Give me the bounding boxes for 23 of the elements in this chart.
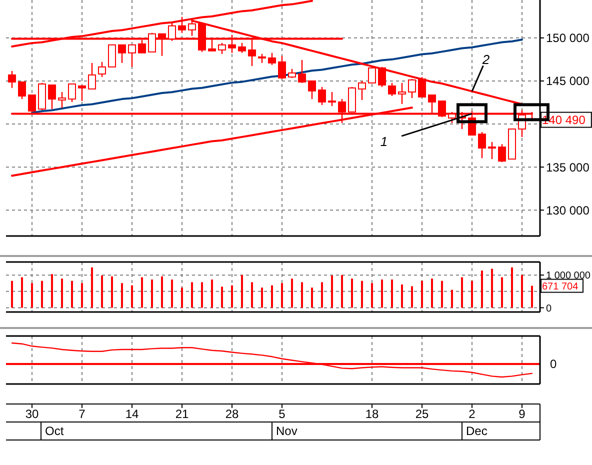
x-tick-label: 18 (365, 407, 379, 422)
text: Oct (45, 424, 64, 438)
y-tick-label: 150 000 (546, 31, 590, 46)
x-tick-label: 14 (125, 407, 139, 422)
x-tick-label: 28 (225, 407, 239, 422)
x-tick-label: 30 (25, 407, 39, 422)
text: Dec (466, 424, 488, 438)
text: Nov (276, 424, 298, 438)
annotation: 2 (481, 52, 490, 67)
x-tick-label: 5 (278, 407, 286, 422)
y-tick-label: 145 000 (546, 74, 590, 88)
y-tick-label: 1 000 000 (546, 270, 591, 282)
y-tick-label: 130 000 (546, 203, 590, 218)
x-tick-label: 25 (415, 407, 429, 422)
x-tick-label: 21 (175, 407, 189, 422)
x-tick-label: 9 (518, 407, 526, 422)
annotation: 1 (380, 134, 388, 150)
text: 140 490 (542, 113, 586, 128)
y-tick-label: 135 000 (546, 160, 590, 174)
x-tick-label: 2 (468, 407, 476, 422)
y-tick-label: 0 (546, 303, 552, 314)
annotation: 671 704 (542, 281, 579, 292)
x-tick-label: 7 (78, 407, 86, 422)
